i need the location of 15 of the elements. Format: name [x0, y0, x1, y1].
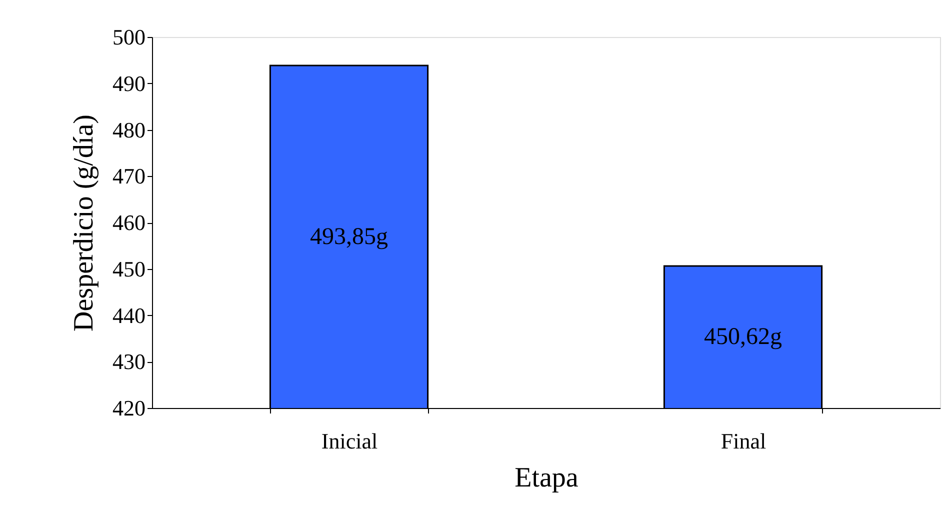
y-tick-label: 450 [112, 256, 146, 282]
y-tick-label: 460 [112, 210, 146, 235]
y-tick-label: 420 [112, 396, 146, 420]
y-axis-title: Desperdicio (g/día) [68, 114, 100, 332]
y-tick-label: 430 [112, 349, 146, 374]
y-tick-label: 500 [112, 24, 146, 50]
y-tick-label: 490 [112, 70, 146, 96]
data-label: 493,85g [310, 224, 388, 250]
x-tick-label: Final [720, 428, 766, 454]
x-tick-label: Inicial [321, 428, 378, 454]
data-label: 450,62g [704, 324, 782, 350]
y-tick-label: 470 [112, 164, 146, 189]
x-axis-title: Etapa [514, 462, 579, 494]
y-tick-label: 440 [112, 302, 146, 328]
y-tick-label: 480 [112, 117, 146, 142]
